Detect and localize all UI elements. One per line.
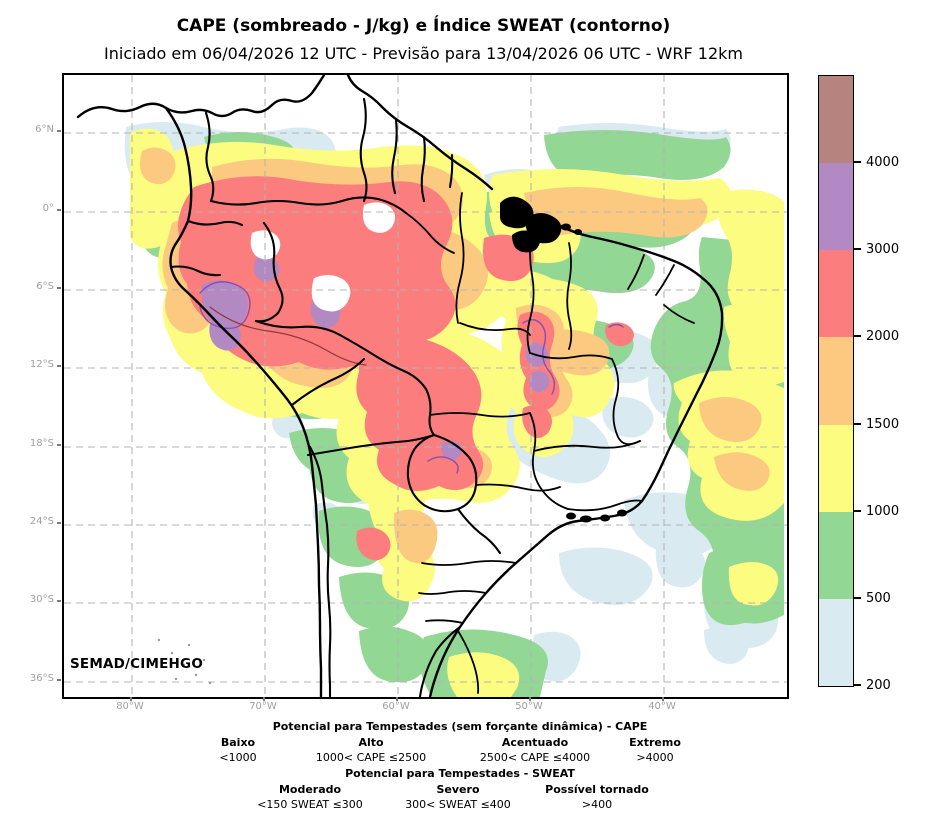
y-axis-tick-label: 0° (42, 203, 54, 214)
colorbar-segment-yellow (819, 424, 853, 512)
legend-cape-header: Potencial para Tempestades (sem forçante… (272, 720, 648, 733)
colorbar-tick-label: 2000 (866, 329, 900, 344)
storm-potential-legend: Potencial para Tempestades (sem forçante… (190, 720, 730, 820)
colorbar-tick (854, 684, 861, 686)
page-title: CAPE (sombreado - J/kg) e Índice SWEAT (… (176, 16, 671, 36)
x-axis-tick-label: 40°W (648, 701, 676, 712)
colorbar-tick-label: 200 (866, 678, 891, 693)
legend-class-range: 300< SWEAT ≤400 (405, 798, 511, 811)
colorbar-tick (854, 161, 861, 163)
y-axis-tick (57, 365, 61, 367)
colorbar-tick-label: 500 (866, 591, 891, 606)
y-axis-tick (57, 600, 61, 602)
y-axis-tick (57, 130, 61, 132)
x-axis-tick-label: 80°W (116, 701, 144, 712)
legend-class-name: Extremo (629, 736, 681, 749)
y-axis-tick (57, 209, 61, 211)
legend-cape-class: Acentuado 2500< CAPE ≤4000 (480, 735, 590, 765)
y-axis-tick-label: 30°S (29, 594, 54, 605)
legend-class-range: <150 SWEAT ≤300 (257, 798, 363, 811)
y-axis-tick (57, 444, 61, 446)
state-borders (405, 192, 695, 694)
colorbar-segment-green (819, 511, 853, 599)
legend-class-name: Moderado (278, 783, 342, 796)
legend-class-range: <1000 (219, 751, 257, 764)
legend-class-name: Alto (358, 736, 384, 749)
x-axis-tick-label: 50°W (515, 701, 543, 712)
legend-sweat-header: Potencial para Tempestades - SWEAT (345, 767, 575, 780)
y-axis-tick-label: 24°S (29, 516, 54, 527)
legend-class-range: >400 (581, 798, 613, 811)
x-axis-tick (662, 697, 664, 701)
y-axis-tick-label: 6°S (36, 281, 54, 292)
y-axis-tick-label: 6°N (35, 124, 54, 135)
watermark: SEMAD/CIMEHGO (70, 656, 204, 672)
colorbar-segment-purple (819, 163, 853, 251)
colorbar-segment-lightblue (819, 598, 853, 686)
cape-colorbar (818, 75, 854, 687)
legend-sweat-class: Possível tornado >400 (545, 782, 649, 812)
x-axis-tick (263, 697, 265, 701)
colorbar-tick-label: 1000 (866, 504, 900, 519)
legend-cape-class: Baixo <1000 (219, 735, 256, 765)
colorbar-tick (854, 597, 861, 599)
country-borders (169, 97, 502, 697)
y-axis-tick (57, 679, 61, 681)
colorbar-tick-label: 4000 (866, 155, 900, 170)
page-subtitle: Iniciado em 06/04/2026 12 UTC - Previsão… (104, 44, 743, 63)
legend-class-range: 2500< CAPE ≤4000 (479, 751, 591, 764)
y-axis-tick (57, 287, 61, 289)
legend-cape-class: Alto 1000< CAPE ≤2500 (316, 735, 426, 765)
legend-class-range: 1000< CAPE ≤2500 (315, 751, 427, 764)
cape-sweat-map (64, 75, 787, 697)
y-axis-tick-label: 18°S (29, 438, 54, 449)
legend-sweat-class: Moderado <150 SWEAT ≤300 (257, 782, 363, 812)
colorbar-segment-brown (819, 76, 853, 164)
y-axis-tick (57, 522, 61, 524)
x-axis-tick-label: 60°W (382, 701, 410, 712)
colorbar-tick-label: 3000 (866, 242, 900, 257)
colorbar-tick (854, 423, 861, 425)
x-axis-tick (130, 697, 132, 701)
colorbar-tick (854, 248, 861, 250)
colorbar-segment-red (819, 250, 853, 338)
colorbar-tick-label: 1500 (866, 417, 900, 432)
x-axis-tick (529, 697, 531, 701)
legend-class-name: Possível tornado (545, 783, 649, 796)
legend-class-name: Baixo (220, 736, 256, 749)
x-axis-tick-label: 70°W (249, 701, 277, 712)
map-plot: SEMAD/CIMEHGO (62, 73, 789, 699)
sweat-contours (199, 281, 624, 474)
legend-class-name: Severo (436, 783, 480, 796)
legend-class-range: >4000 (636, 751, 674, 764)
x-axis-tick (396, 697, 398, 701)
legend-cape-class: Extremo >4000 (629, 735, 681, 765)
legend-sweat-class: Severo 300< SWEAT ≤400 (405, 782, 511, 812)
map-specks (157, 638, 212, 685)
colorbar-tick (854, 510, 861, 512)
y-axis-tick-label: 12°S (29, 359, 54, 370)
colorbar-tick (854, 335, 861, 337)
colorbar-segment-orange (819, 337, 853, 425)
legend-class-name: Acentuado (501, 736, 569, 749)
y-axis-tick-label: 36°S (29, 673, 54, 684)
estuary-islands (499, 196, 627, 523)
